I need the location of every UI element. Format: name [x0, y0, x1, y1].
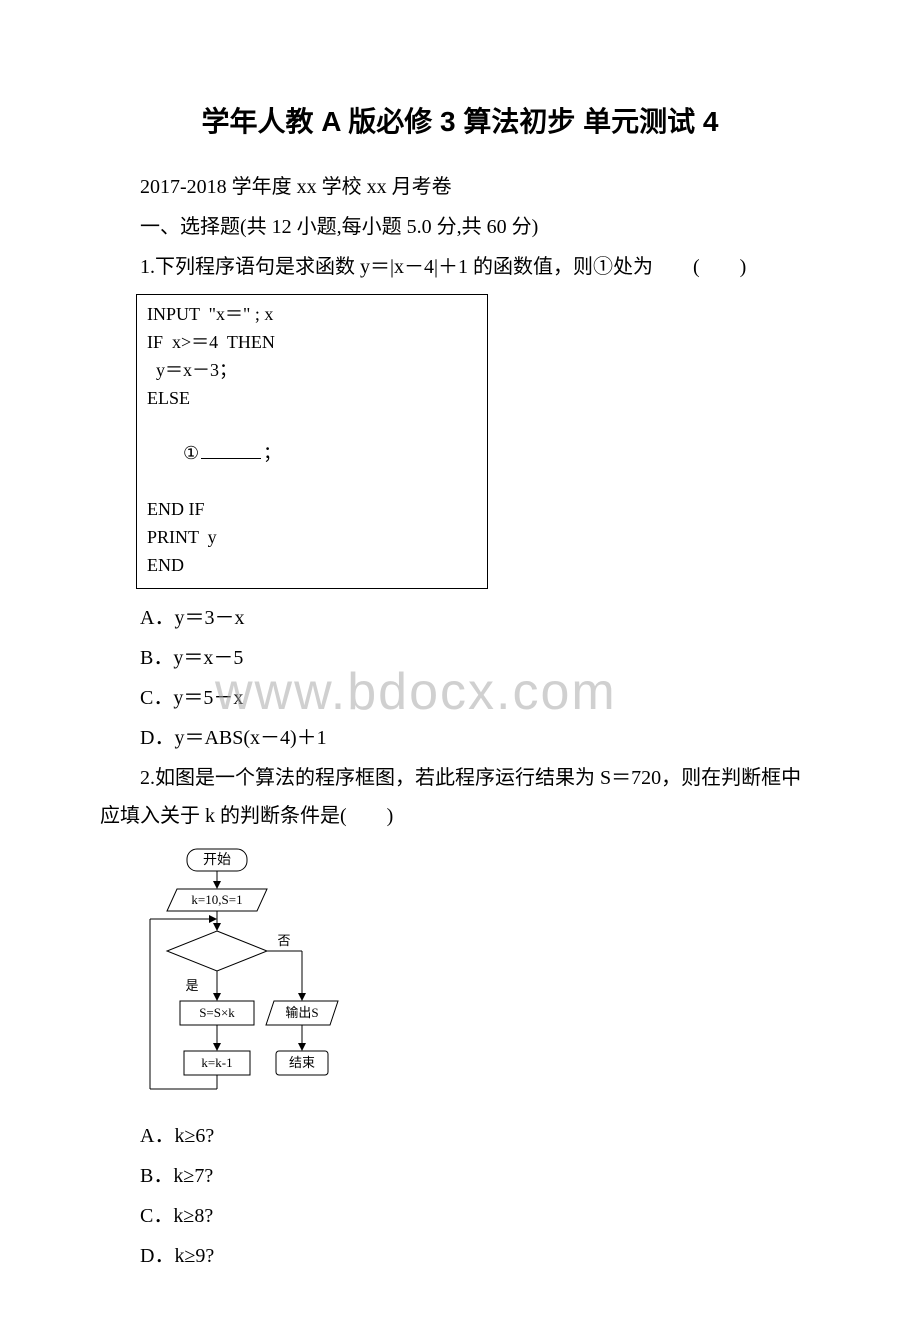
- subtitle: 2017-2018 学年度 xx 学校 xx 月考卷: [100, 168, 820, 206]
- code-line: INPUT "x＝" ; x: [147, 301, 477, 329]
- fc-start: 开始: [203, 852, 231, 868]
- fc-init: k=10,S=1: [191, 892, 242, 907]
- code-line: END IF: [147, 496, 477, 524]
- flowchart-svg: 开始 k=10,S=1 否 是 S=S×k 输: [132, 845, 352, 1105]
- fc-step2: k=k-1: [201, 1055, 232, 1070]
- code-line: PRINT y: [147, 524, 477, 552]
- fc-no: 否: [277, 933, 290, 948]
- q2-option-a: A．k≥6?: [100, 1117, 820, 1155]
- fc-end: 结束: [289, 1055, 315, 1070]
- q2-flowchart: 开始 k=10,S=1 否 是 S=S×k 输: [132, 845, 352, 1105]
- page-title: 学年人教 A 版必修 3 算法初步 单元测试 4: [100, 100, 820, 140]
- q1-option-c: C．y＝5－x: [100, 679, 820, 717]
- code-line: ①；: [147, 413, 477, 497]
- q1-option-d: D．y＝ABS(x－4)＋1: [100, 719, 820, 757]
- code-text: ；: [263, 443, 281, 463]
- q1-option-a: A．y＝3－x: [100, 599, 820, 637]
- code-text: ①: [174, 443, 199, 463]
- fc-yes: 是: [185, 978, 198, 993]
- code-line: IF x>＝4 THEN: [147, 329, 477, 357]
- fc-out: 输出S: [285, 1005, 318, 1020]
- code-line: END: [147, 552, 477, 580]
- q2-option-c: C．k≥8?: [100, 1197, 820, 1235]
- fc-step1: S=S×k: [199, 1005, 235, 1020]
- q1-stem: 1.下列程序语句是求函数 y＝|x－4|＋1 的函数值，则①处为 ( ): [100, 248, 820, 286]
- q2-stem: 2.如图是一个算法的程序框图，若此程序运行结果为 S＝720，则在判断框中应填入…: [100, 759, 820, 835]
- blank-underline: [201, 458, 261, 459]
- q1-code-box: INPUT "x＝" ; x IF x>＝4 THEN y＝x－3； ELSE …: [136, 294, 488, 589]
- q2-option-d: D．k≥9?: [100, 1237, 820, 1275]
- q1-option-b: B．y＝x－5: [100, 639, 820, 677]
- section-heading: 一、选择题(共 12 小题,每小题 5.0 分,共 60 分): [100, 208, 820, 246]
- q2-option-b: B．k≥7?: [100, 1157, 820, 1195]
- code-line: ELSE: [147, 385, 477, 413]
- code-line: y＝x－3；: [147, 357, 477, 385]
